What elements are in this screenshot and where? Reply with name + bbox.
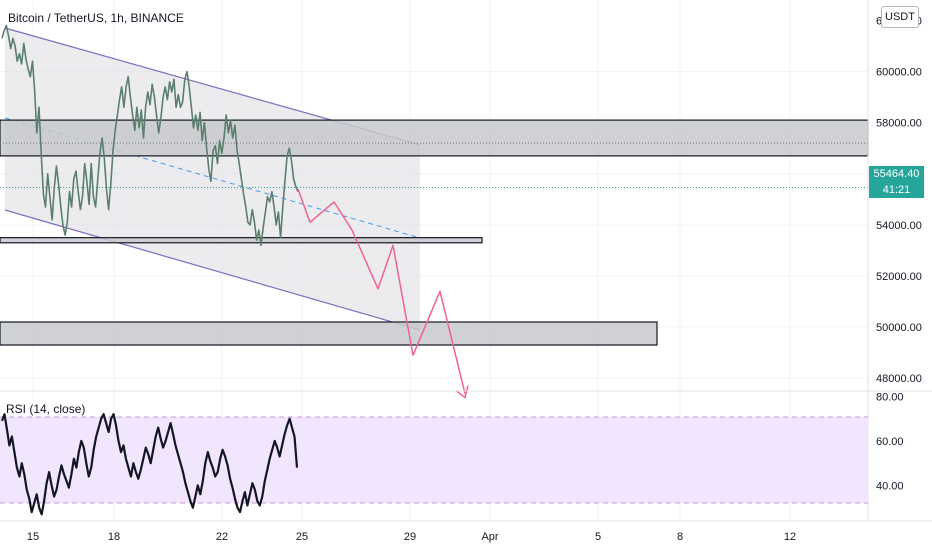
support-resistance-zones bbox=[0, 119, 869, 346]
price-tick-label: 50000.00 bbox=[876, 322, 922, 334]
time-tick-label: 18 bbox=[108, 531, 120, 543]
rsi-series bbox=[0, 413, 299, 516]
rsi-line bbox=[0, 413, 299, 516]
rsi-axis: 80.00 60.00 40.00 bbox=[876, 391, 904, 492]
rsi-band bbox=[0, 417, 868, 503]
current-price-tag: 55464.40 41:21 bbox=[869, 166, 924, 198]
chart-title: Bitcoin / TetherUS, 1h, BINANCE bbox=[8, 11, 184, 25]
price-levels bbox=[0, 142, 868, 188]
price-tick-label: 54000.00 bbox=[876, 220, 922, 232]
price-axis[interactable]: 62000.0060000.0058000.0056000.0054000.00… bbox=[876, 15, 922, 385]
current-price-value: 55464.40 bbox=[873, 168, 920, 180]
time-tick-label: 22 bbox=[216, 531, 228, 543]
zone-3 bbox=[0, 321, 658, 346]
time-tick-label: 12 bbox=[784, 531, 796, 543]
time-tick-label: Apr bbox=[481, 531, 498, 543]
zone-1 bbox=[0, 119, 869, 157]
price-tick-label: 48000.00 bbox=[876, 373, 922, 385]
time-tick-label: 15 bbox=[27, 531, 39, 543]
projection-path bbox=[297, 188, 469, 399]
channel-lower-line bbox=[4, 209, 421, 331]
currency-button[interactable]: USDT bbox=[881, 6, 919, 28]
projection-arrowhead bbox=[455, 385, 469, 399]
price-series bbox=[1, 24, 299, 247]
rsi-tick-label: 80.00 bbox=[876, 391, 904, 403]
rsi-tick-label: 60.00 bbox=[876, 436, 904, 448]
price-line bbox=[1, 24, 299, 247]
channel-fill bbox=[5, 28, 420, 330]
time-tick-label: 29 bbox=[404, 531, 416, 543]
projection-line bbox=[297, 188, 466, 394]
rsi-title: RSI (14, close) bbox=[6, 402, 86, 416]
bar-countdown: 41:21 bbox=[882, 184, 911, 196]
time-tick-label: 5 bbox=[595, 531, 601, 543]
zone-2 bbox=[0, 237, 483, 244]
time-tick-label: 25 bbox=[296, 531, 308, 543]
price-tick-label: 60000.00 bbox=[876, 67, 922, 79]
time-axis[interactable]: 15 18 22 25 29 Apr 5 8 12 bbox=[27, 531, 796, 543]
price-tick-label: 52000.00 bbox=[876, 271, 922, 283]
rsi-tick-label: 40.00 bbox=[876, 480, 904, 492]
price-tick-label: 58000.00 bbox=[876, 118, 922, 130]
time-tick-label: 8 bbox=[677, 531, 683, 543]
